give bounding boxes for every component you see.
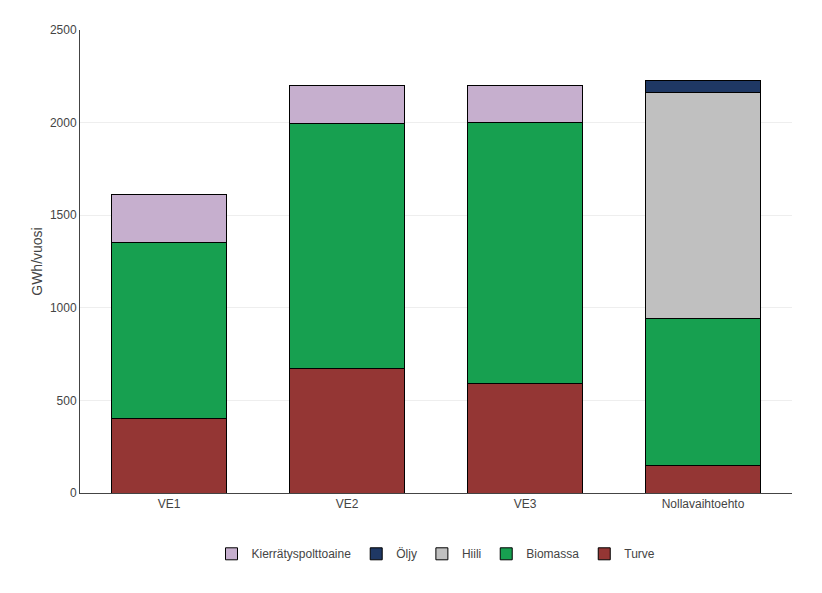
svg-text:GWh/vuosi: GWh/vuosi bbox=[29, 227, 45, 295]
svg-text:1500: 1500 bbox=[50, 208, 77, 222]
svg-text:0: 0 bbox=[70, 486, 77, 500]
svg-text:VE2: VE2 bbox=[336, 497, 359, 511]
svg-text:Nollavaihtoehto: Nollavaihtoehto bbox=[662, 497, 745, 511]
svg-text:Biomassa: Biomassa bbox=[526, 547, 579, 561]
svg-text:500: 500 bbox=[57, 394, 77, 408]
svg-text:2500: 2500 bbox=[50, 23, 77, 37]
svg-text:1000: 1000 bbox=[50, 301, 77, 315]
svg-text:VE1: VE1 bbox=[158, 497, 181, 511]
svg-text:Öljy: Öljy bbox=[396, 547, 417, 561]
svg-text:Hiili: Hiili bbox=[462, 547, 481, 561]
svg-text:Turve: Turve bbox=[624, 547, 655, 561]
svg-text:Kierrätyspolttoaine: Kierrätyspolttoaine bbox=[252, 547, 352, 561]
svg-text:VE3: VE3 bbox=[514, 497, 537, 511]
svg-text:2000: 2000 bbox=[50, 116, 77, 130]
